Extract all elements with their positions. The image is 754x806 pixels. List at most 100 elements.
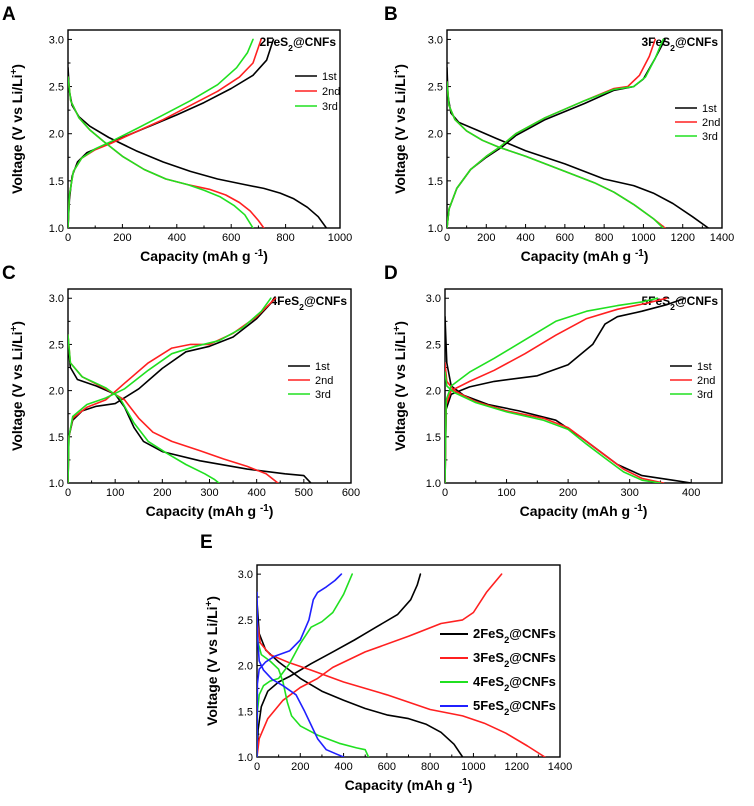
panel-B: B 0 200 400 600 800 1000 1200 1400 1.0 1.5 2.0 2.5 3.… [384,4,734,264]
series-line-charge [68,38,275,228]
legend: 1st 2nd 3rd [670,361,715,401]
y-tick-label: 1.5 [426,432,441,444]
x-tick-label: 600 [222,232,240,244]
y-tick-label: 1.0 [428,223,443,235]
x-axis-label: Capacity (mAh g -1) [140,248,268,265]
series-line-charge [257,573,343,757]
series-line-charge [447,38,664,228]
x-tick-label: 0 [65,487,71,499]
sample-title: 4FeS2@CNFs [270,294,347,312]
y-tick-label: 1.5 [428,176,443,188]
series-line-discharge [257,591,345,757]
x-axis-label: Capacity (mAh g -1) [146,503,274,520]
panel-letter: B [384,4,398,25]
series-line-charge [447,38,657,228]
series-line-charge [445,297,668,483]
x-tick-label: 600 [378,761,396,773]
x-tick-label: 200 [113,232,131,244]
series-line-discharge [445,315,693,483]
y-tick-label: 2.5 [49,82,64,94]
x-tick-label: 200 [477,232,495,244]
y-tick-label: 3.0 [49,293,64,305]
series-line-charge [257,573,422,757]
panel-letter: E [200,532,213,553]
series-line-discharge [68,343,312,483]
series-line-charge [445,297,659,483]
y-tick-label: 2.0 [238,661,253,673]
legend-label: 2nd [702,117,720,129]
y-tick-label: 1.5 [49,432,64,444]
x-axis-label: Capacity (mAh g -1) [520,503,648,520]
series-group [445,297,693,483]
legend-label: 5FeS2@CNFs [473,698,556,717]
legend: 1st 2nd 3rd [675,103,720,143]
series-line-charge [447,38,666,228]
y-tick-label: 2.5 [428,82,443,94]
panel-letter: C [2,263,16,284]
sample-title: 5FeS2@CNFs [641,294,718,312]
panel-letter: A [2,4,16,25]
legend-label: 1st [322,71,337,83]
legend-label: 3rd [702,131,718,143]
series-line-discharge [257,600,464,757]
y-axis-label: Voltage (V vs Li/Li+) [204,596,221,726]
legend-label: 2nd [697,375,715,387]
x-tick-label: 400 [334,761,352,773]
plot-frame [446,29,723,229]
legend-label: 1st [315,361,330,373]
y-tick-label: 2.5 [426,339,441,351]
x-axis-label: Capacity (mAh g -1) [345,777,473,794]
series-line-charge [68,38,254,228]
y-tick-label: 2.0 [49,129,64,141]
series-line-discharge [68,334,279,483]
series-group [68,297,312,483]
y-tick-label: 3.0 [426,293,441,305]
legend: 1st 2nd 3rd [295,71,340,113]
series-line-discharge [257,619,370,757]
series-line-discharge [447,66,710,228]
y-tick-label: 1.0 [49,478,64,490]
x-tick-label: 600 [556,232,574,244]
x-tick-label: 1000 [631,232,655,244]
x-tick-label: 200 [153,487,171,499]
series-group [68,38,328,228]
series-line-discharge [257,619,546,757]
x-tick-label: 200 [559,487,577,499]
x-tick-label: 100 [106,487,124,499]
series-line-discharge [445,371,662,483]
panel-letter: D [384,263,398,284]
plot-frame [444,288,723,484]
x-tick-label: 500 [295,487,313,499]
x-tick-label: 1400 [548,761,572,773]
series-line-charge [68,297,272,483]
y-tick-label: 1.5 [49,176,64,188]
series-line-charge [257,573,503,757]
y-tick-label: 2.5 [49,339,64,351]
y-axis-label: Voltage (V vs Li/Li+) [9,321,26,451]
y-axis-label: Voltage (V vs Li/Li+) [392,64,409,194]
series-group [447,38,710,228]
series-line-charge [68,38,262,228]
x-tick-label: 0 [442,487,448,499]
x-tick-label: 800 [595,232,613,244]
y-tick-label: 3.0 [428,34,443,46]
panel-C: C 0 100 200 300 400 500 600 1.0 1.5 2.0 2.5 3.0 Capac… [2,263,360,519]
y-tick-label: 3.0 [49,34,64,46]
legend: 1st 2nd 3rd [288,361,333,401]
x-tick-label: 1000 [461,761,485,773]
panel-D: D 0 100 200 300 400 1.0 1.5 2.0 2.5 3.0 Capacity (m… [384,263,723,520]
x-tick-label: 600 [342,487,360,499]
x-tick-label: 1200 [670,232,694,244]
series-line-discharge [68,334,220,483]
y-tick-label: 3.0 [238,569,253,581]
legend: 2FeS2@CNFs 3FeS2@CNFs 4FeS2@CNFs 5FeS2@CNFs [440,626,556,717]
legend-label: 3rd [697,389,713,401]
x-tick-label: 1000 [328,232,352,244]
y-tick-label: 2.0 [428,129,443,141]
y-axis-label: Voltage (V vs Li/Li+) [9,64,26,194]
y-tick-label: 2.5 [238,615,253,627]
series-line-discharge [447,81,664,228]
x-tick-label: 400 [247,487,265,499]
series-group [257,573,546,757]
legend-label: 3FeS2@CNFs [473,650,556,669]
